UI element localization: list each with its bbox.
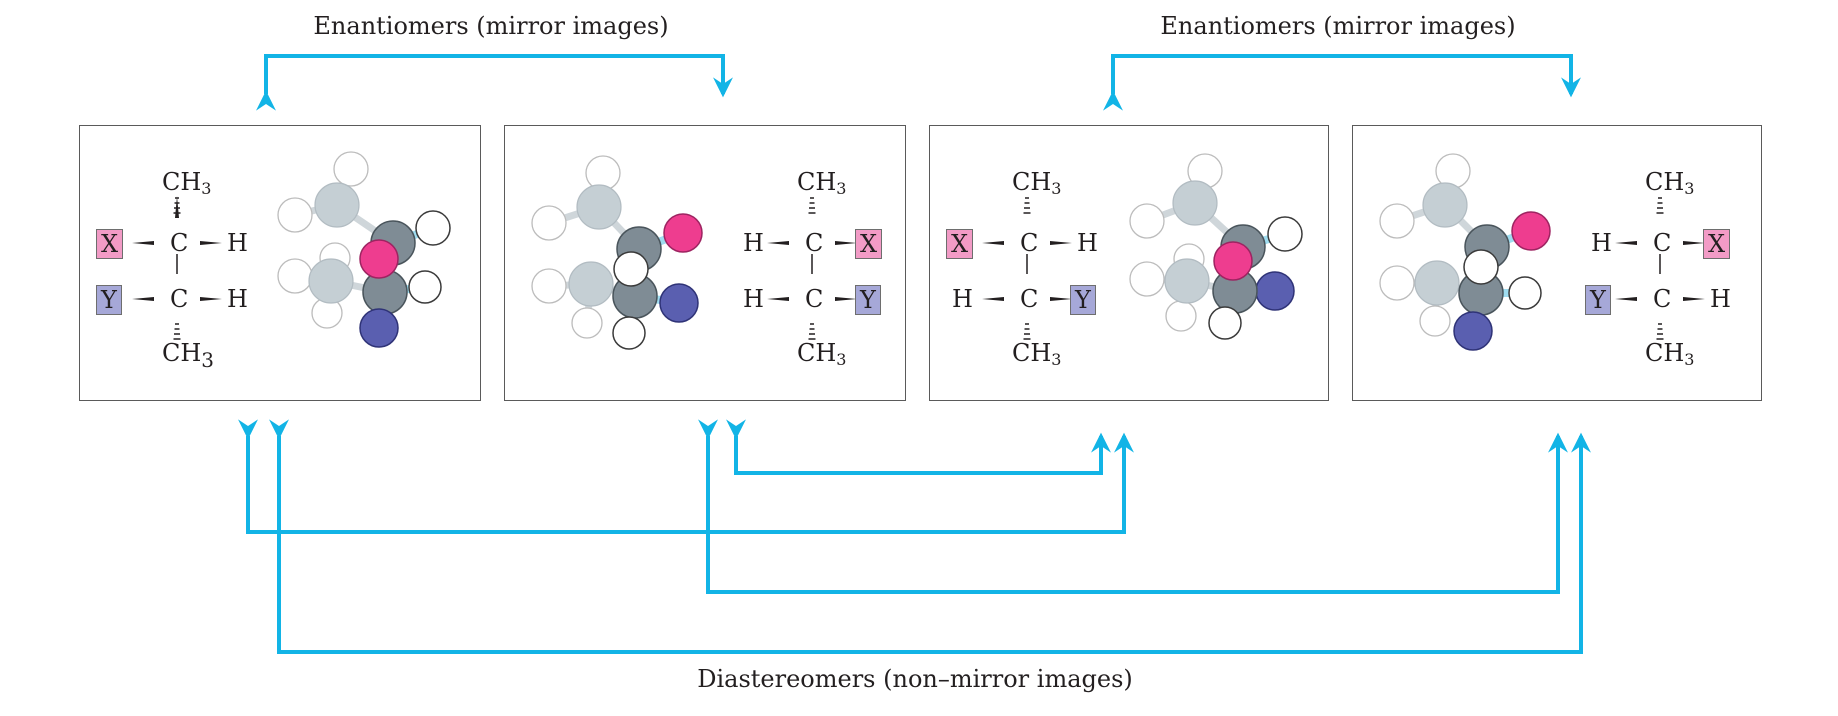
enantiomers-label-right: Enantiomers (mirror images) — [1160, 12, 1516, 40]
fischer-projection-2: CH3 C C CH3 H X H Y — [731, 168, 883, 370]
carbon-bottom: C — [170, 285, 189, 313]
substituent-top-left: X — [946, 229, 974, 259]
carbon-top: C — [1020, 229, 1039, 257]
substituent-top-right: X — [855, 229, 883, 259]
enantiomer-bracket-1-2 — [256, 54, 733, 111]
substituent-bottom-right: H — [1710, 285, 1731, 313]
substituent-top-right: H — [227, 229, 248, 257]
diastereomer-bracket-1-4 — [269, 419, 1591, 654]
carbon-bottom: C — [805, 285, 824, 313]
carbon-top: C — [170, 229, 189, 257]
substituent-bottom-right: Y — [855, 285, 881, 315]
molecule-panel-3: CH3 C C CH3 X H H Y — [929, 125, 1329, 401]
substituent-top-right: X — [1703, 229, 1731, 259]
ch3-top: CH3 — [797, 168, 847, 198]
substituent-bottom-left: Y — [1585, 285, 1611, 315]
substituent-top-left: H — [1591, 229, 1612, 257]
fischer-projection-3: CH3 C C CH3 X H H Y — [946, 168, 1098, 370]
ch3-bottom: CH3 — [1012, 339, 1062, 369]
ch3-top: CH3 — [1012, 168, 1062, 198]
ch3-bottom: CH3 — [162, 339, 215, 372]
ch3-top: CH3 — [162, 168, 212, 198]
diastereomer-bracket-2-3 — [726, 419, 1111, 475]
molecule-panel-4: CH3 C C CH3 H X Y H — [1352, 125, 1762, 401]
diastereomer-bracket-2-4 — [698, 419, 1568, 594]
enantiomer-bracket-3-4 — [1103, 54, 1581, 111]
substituent-top-left: H — [743, 229, 764, 257]
ch3-top: CH3 — [1645, 168, 1695, 198]
substituent-bottom-left: H — [952, 285, 973, 313]
carbon-top: C — [805, 229, 824, 257]
ball-stick-model-4 — [1379, 153, 1551, 351]
ch3-bottom: CH3 — [1645, 339, 1695, 369]
diastereomer-bracket-1-3 — [238, 419, 1134, 534]
fischer-projection-4: CH3 C C CH3 H X Y H — [1579, 168, 1731, 370]
ball-stick-model-1 — [277, 151, 451, 348]
substituent-top-left: X — [96, 229, 124, 259]
substituent-top-right: H — [1077, 229, 1098, 257]
enantiomers-label-left: Enantiomers (mirror images) — [313, 12, 669, 40]
ch3-bottom: CH3 — [797, 339, 847, 369]
substituent-bottom-left: H — [743, 285, 764, 313]
carbon-bottom: C — [1653, 285, 1672, 313]
carbon-top: C — [1653, 229, 1672, 257]
substituent-bottom-right: H — [227, 285, 248, 313]
substituent-bottom-right: Y — [1070, 285, 1096, 315]
substituent-bottom-left: Y — [96, 285, 122, 315]
molecule-panel-1: CH3 C C CH3 X H Y H — [79, 125, 481, 401]
diastereomers-label: Diastereomers (non–mirror images) — [697, 665, 1133, 693]
carbon-bottom: C — [1020, 285, 1039, 313]
molecule-panel-2: CH3 C C CH3 H X H Y — [504, 125, 906, 401]
ball-stick-model-2 — [531, 155, 703, 350]
ball-stick-model-3 — [1129, 153, 1303, 340]
fischer-projection-1: CH3 C C CH3 X H Y H — [96, 168, 248, 372]
